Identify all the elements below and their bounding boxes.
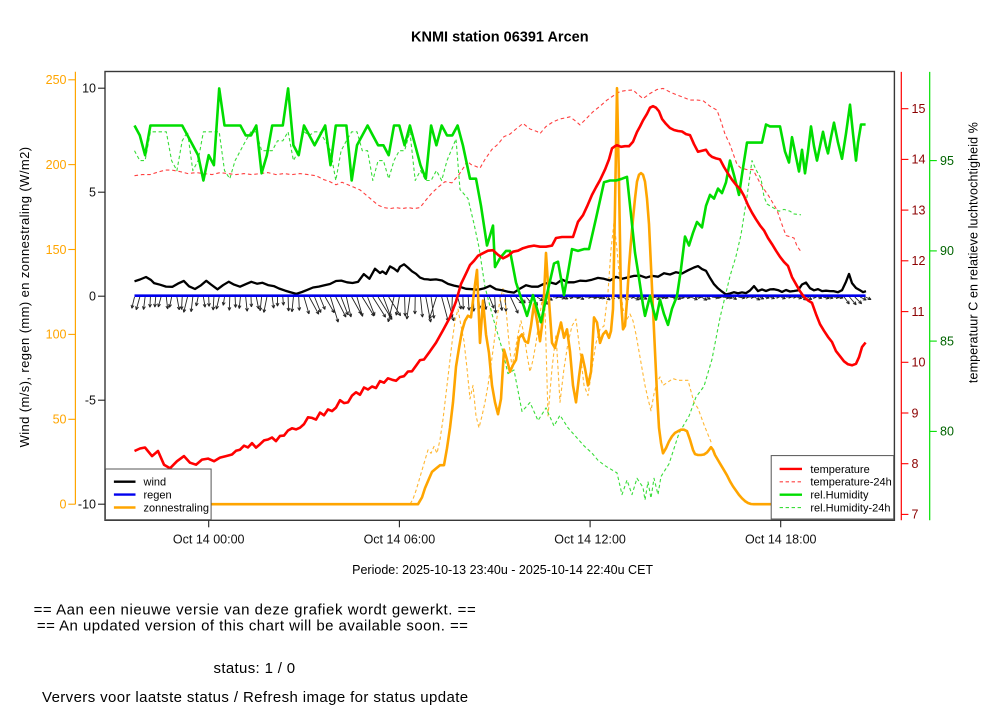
svg-text:15: 15 xyxy=(912,102,926,116)
svg-text:Ververs voor laatste status /: Ververs voor laatste status / Refresh im… xyxy=(42,689,469,706)
svg-text:Oct 14 00:00: Oct 14 00:00 xyxy=(173,533,245,547)
svg-text:13: 13 xyxy=(912,203,926,217)
svg-text:rel.Humidity-24h: rel.Humidity-24h xyxy=(810,503,890,515)
svg-text:temperature: temperature xyxy=(810,464,869,476)
svg-text:80: 80 xyxy=(940,425,954,439)
svg-text:status: 1 / 0: status: 1 / 0 xyxy=(214,660,296,677)
svg-text:7: 7 xyxy=(912,508,919,522)
svg-text:90: 90 xyxy=(940,244,954,258)
svg-text:wind: wind xyxy=(143,477,167,489)
svg-text:100: 100 xyxy=(46,328,67,342)
svg-text:Oct 14 12:00: Oct 14 12:00 xyxy=(554,533,626,547)
svg-text:rel.Humidity: rel.Humidity xyxy=(810,490,869,502)
svg-text:temperature-24h: temperature-24h xyxy=(810,477,891,489)
svg-text:10: 10 xyxy=(82,82,96,96)
svg-text:zonnestraling: zonnestraling xyxy=(144,502,209,514)
svg-text:Oct 14 18:00: Oct 14 18:00 xyxy=(745,533,817,547)
svg-text:Oct 14 06:00: Oct 14 06:00 xyxy=(364,533,436,547)
svg-text:temperatuur C en relatieve luc: temperatuur C en relatieve luchtvochtigh… xyxy=(967,122,981,383)
svg-text:-10: -10 xyxy=(78,498,96,512)
svg-text:150: 150 xyxy=(46,243,67,257)
svg-text:KNMI station 06391 Arcen: KNMI station 06391 Arcen xyxy=(411,30,589,46)
svg-text:-5: -5 xyxy=(85,394,96,408)
svg-text:8: 8 xyxy=(912,457,919,471)
svg-text:Periode: 2025-10-13 23:40u - 2: Periode: 2025-10-13 23:40u - 2025-10-14 … xyxy=(352,563,653,577)
svg-text:0: 0 xyxy=(89,290,96,304)
svg-text:== An updated version of this: == An updated version of this chart will… xyxy=(37,617,469,634)
svg-text:200: 200 xyxy=(46,158,67,172)
svg-text:250: 250 xyxy=(46,73,67,87)
svg-text:14: 14 xyxy=(912,153,926,167)
svg-text:50: 50 xyxy=(53,413,67,427)
svg-text:95: 95 xyxy=(940,154,954,168)
svg-text:== Aan een nieuwe versie van d: == Aan een nieuwe versie van deze grafie… xyxy=(34,601,477,618)
svg-text:0: 0 xyxy=(60,498,67,512)
svg-text:Wind (m/s), regen (mm) en zonn: Wind (m/s), regen (mm) en zonnestraling … xyxy=(17,147,32,448)
svg-text:85: 85 xyxy=(940,334,954,348)
svg-text:9: 9 xyxy=(912,406,919,420)
svg-text:5: 5 xyxy=(89,186,96,200)
svg-text:10: 10 xyxy=(912,356,926,370)
svg-text:regen: regen xyxy=(144,490,172,502)
svg-text:11: 11 xyxy=(912,305,925,319)
svg-text:12: 12 xyxy=(912,254,926,268)
